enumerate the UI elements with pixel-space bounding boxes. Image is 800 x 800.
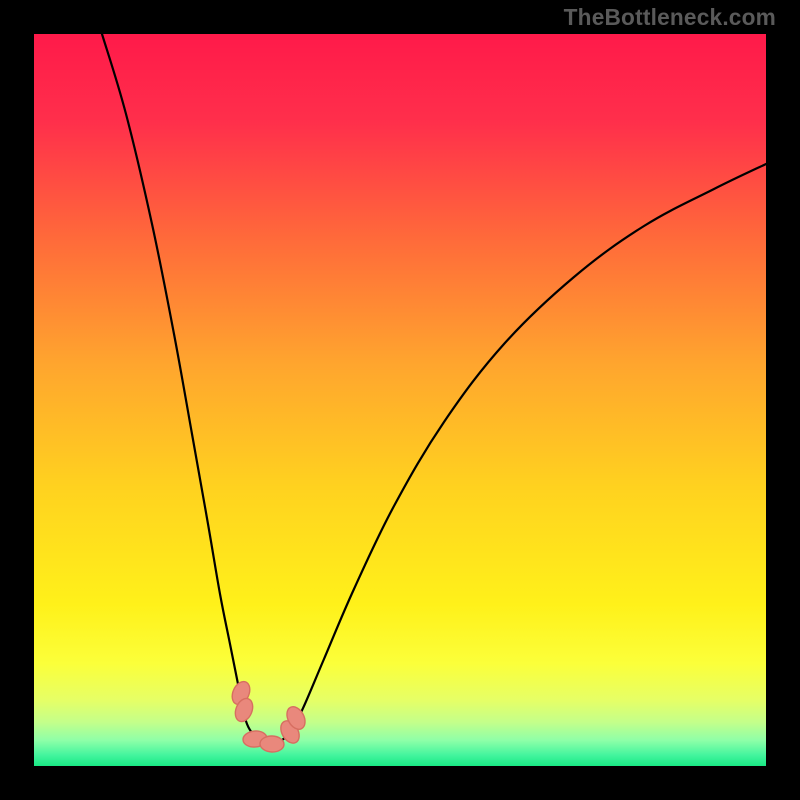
curve-markers: [229, 679, 309, 753]
curve-left-branch: [102, 34, 272, 744]
bottleneck-curve: [34, 34, 766, 766]
chart-container: TheBottleneck.com: [0, 0, 800, 800]
curve-right-branch: [272, 164, 766, 744]
curve-marker: [260, 736, 285, 753]
watermark-text: TheBottleneck.com: [564, 4, 776, 31]
plot-area: [34, 34, 766, 766]
